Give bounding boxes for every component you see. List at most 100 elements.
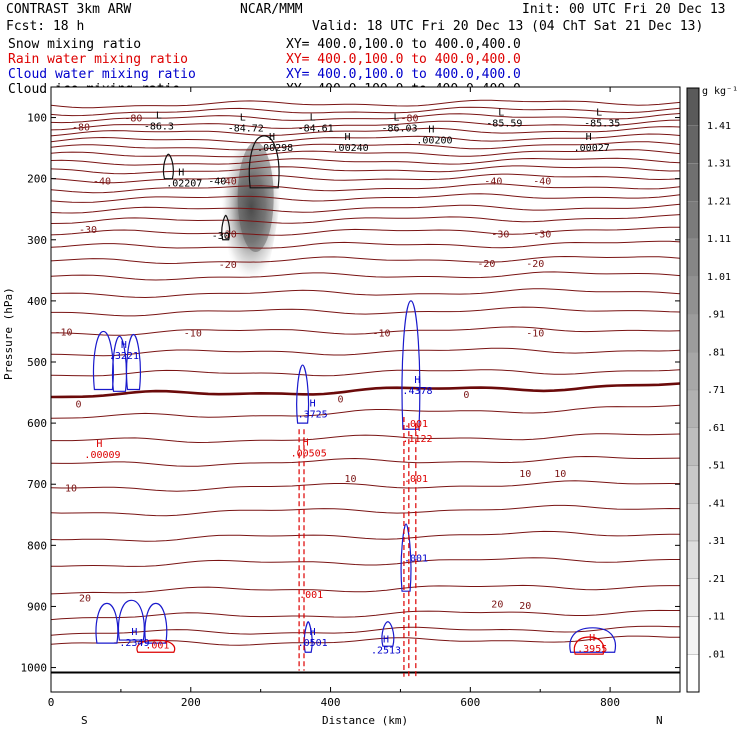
isotherm-label-25: 20 <box>79 593 91 604</box>
extremum-value-13: .3725 <box>298 409 328 420</box>
extremum-value-17: .2349 <box>119 638 149 649</box>
isotherm-19 <box>51 288 680 299</box>
colorbar-swatch-8 <box>686 389 700 428</box>
x-tick-label-4: 800 <box>600 696 620 709</box>
colorbar-swatch-13 <box>686 578 700 617</box>
y-tick-label-6: 700 <box>27 478 47 491</box>
colorbar-label-6: .81 <box>707 347 725 358</box>
init-time: Init: 00 UTC Fri 20 Dec 13 <box>522 2 726 17</box>
endpoint-left: S <box>81 714 88 727</box>
isotherm-8 <box>51 157 680 166</box>
extremum-value-5: -85.35 <box>584 119 620 130</box>
y-tick-label-0: 100 <box>27 112 47 125</box>
forecast-hour: Fcst: 18 h <box>6 19 84 34</box>
isotherm-5 <box>51 133 680 144</box>
colorbar-swatch-1 <box>686 125 700 164</box>
extremum-value-19: .2513 <box>371 645 401 656</box>
extremum-kind-7: H <box>345 132 351 143</box>
isotherm-9 <box>51 165 680 175</box>
extremum-kind-5: L <box>596 108 602 119</box>
cloud-water-contour-6 <box>95 602 119 644</box>
colorbar-swatch-7 <box>686 352 700 391</box>
isotherm-12 <box>51 193 680 203</box>
cloud-water-contour-3 <box>296 364 310 424</box>
legend-xy-1: XY= 400.0,100.0 to 400.0,400.0 <box>286 52 521 67</box>
x-tick-label-0: 0 <box>48 696 55 709</box>
isotherm-22 <box>51 347 680 357</box>
isotherm-26 <box>51 433 680 444</box>
cloud-water-contour-7 <box>117 599 145 641</box>
isotherm-label-12: -20 <box>477 259 495 270</box>
colorbar-label-12: .21 <box>707 574 725 585</box>
ice-contour-0 <box>162 153 174 180</box>
colorbar-swatch-6 <box>686 314 700 353</box>
y-tick-label-4: 500 <box>27 356 47 369</box>
cloud-water-contour-4 <box>401 300 421 430</box>
isotherm-label-27: 20 <box>519 601 531 612</box>
colorbar-swatch-2 <box>686 163 700 202</box>
extremum-kind-18: H <box>310 627 316 638</box>
colorbar-swatch-4 <box>686 238 700 277</box>
extremum-value-20: .3955 <box>577 644 607 655</box>
legend-entry-2: Cloud water mixing ratio <box>8 67 196 82</box>
isotherm-label-26: 20 <box>491 599 503 610</box>
x-tick-label-1: 200 <box>181 696 201 709</box>
isotherm-4 <box>51 126 680 137</box>
colorbar-label-4: 1.01 <box>707 272 731 283</box>
isotherm-label-3: -40 <box>93 177 111 188</box>
isotherm-34 <box>51 625 680 636</box>
extremum-value-14: .00505 <box>291 449 327 460</box>
isotherm-label-4: -40 <box>219 177 237 188</box>
colorbar-frame <box>686 87 700 693</box>
cloud-water-contour-8 <box>144 602 168 644</box>
valid-time: Valid: 18 UTC Fri 20 Dec 13 (04 ChT Sat … <box>312 19 703 34</box>
x-tick-label-2: 400 <box>321 696 341 709</box>
isotherm-label-19: 0 <box>338 395 344 406</box>
extremum-kind-17: H <box>131 627 137 638</box>
extremum-kind-13: H <box>310 398 316 409</box>
legend-xy-0: XY= 400.0,100.0 to 400.0,400.0 <box>286 37 521 52</box>
isotherm-30 <box>51 530 680 542</box>
contour-label-4: .001 <box>404 554 428 565</box>
isotherm-28 <box>51 480 680 492</box>
extremum-value-2: -84.61 <box>298 123 334 134</box>
colorbar-swatch-5 <box>686 276 700 315</box>
isotherm-21 <box>51 326 680 336</box>
isotherm-23 <box>51 369 680 377</box>
extremum-kind-2: L <box>310 112 316 123</box>
extremum-kind-16: H <box>414 423 420 434</box>
isotherm-label-21: 10 <box>65 483 77 494</box>
y-tick-label-2: 300 <box>27 234 47 247</box>
isotherm-label-20: 0 <box>463 390 469 401</box>
colorbar-label-11: .31 <box>707 536 725 547</box>
colorbar-swatch-10 <box>686 465 700 504</box>
isotherm-label-7: -30 <box>79 225 97 236</box>
isotherm-16 <box>51 240 680 249</box>
contour-label-5: .001 <box>299 590 323 601</box>
extremum-kind-20: H <box>589 633 595 644</box>
y-tick-label-5: 600 <box>27 417 47 430</box>
extremum-value-8: .00200 <box>416 136 452 147</box>
colorbar-label-0: 1.41 <box>707 121 731 132</box>
isotherm-label-18: 0 <box>75 400 81 411</box>
isotherm-label-13: -20 <box>526 259 544 270</box>
extremum-kind-11: H <box>121 340 127 351</box>
x-tick-label-3: 600 <box>460 696 480 709</box>
extremum-value-11: .3221 <box>109 351 139 362</box>
x-axis-label: Distance (km) <box>322 714 408 727</box>
colorbar-label-2: 1.21 <box>707 196 731 207</box>
extremum-kind-1: L <box>240 112 246 123</box>
extremum-value-3: -86.03 <box>381 123 417 134</box>
isotherm-11 <box>51 183 680 194</box>
isotherm-31 <box>51 557 680 567</box>
cloud-water-contour-10 <box>569 627 616 653</box>
ice-contour-2 <box>248 135 280 189</box>
legend-xy-2: XY= 400.0,100.0 to 400.0,400.0 <box>286 67 521 82</box>
colorbar-swatch-11 <box>686 503 700 542</box>
isotherm-0 <box>51 99 680 109</box>
colorbar-label-8: .61 <box>707 423 725 434</box>
isotherm-label-16: -10 <box>372 329 390 340</box>
contour-label-1: -40 <box>208 177 226 188</box>
